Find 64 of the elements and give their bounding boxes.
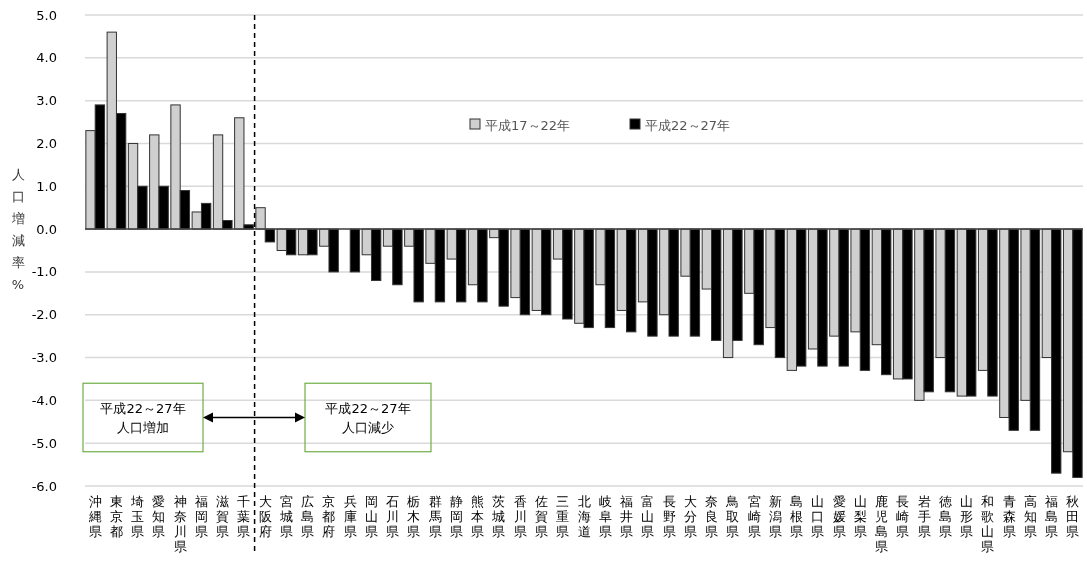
- y-tick-label: 5.0: [36, 7, 57, 23]
- x-tick-label: 福島県: [1045, 494, 1059, 540]
- x-tick-label: 東京都: [109, 494, 123, 540]
- x-tick-label: 山口県: [811, 494, 825, 540]
- x-tick-label: 広島県: [301, 494, 315, 540]
- x-tick-label: 新潟県: [768, 494, 782, 540]
- y-tick-label: -5.0: [31, 435, 57, 451]
- x-tick-label: 愛知県: [152, 494, 166, 540]
- legend-label: 平成22～27年: [645, 117, 731, 133]
- y-axis-title: 人口増減率%: [10, 166, 25, 292]
- x-tick-label: 香川県: [513, 494, 527, 540]
- x-tick-label: 和歌山県: [981, 494, 995, 555]
- x-tick-label: 青森県: [1002, 494, 1016, 540]
- x-tick-label: 秋田県: [1066, 494, 1080, 540]
- x-tick-label: 京都府: [322, 494, 336, 540]
- y-tick-label: -3.0: [31, 350, 57, 366]
- y-tick-label: 3.0: [36, 93, 57, 109]
- x-tick-label: 宮城県: [278, 494, 293, 540]
- x-tick-label: 神奈川県: [173, 494, 187, 555]
- x-tick-label: 埼玉県: [130, 494, 145, 540]
- x-tick-label: 熊本県: [471, 494, 485, 540]
- x-tick-label: 千葉県: [237, 494, 251, 540]
- y-tick-label: 2.0: [36, 136, 57, 151]
- x-tick-label: 沖縄県: [87, 494, 102, 540]
- x-tick-label: 栃木県: [407, 494, 421, 540]
- x-tick-label: 愛媛県: [832, 494, 846, 540]
- y-tick-label: -6.0: [31, 478, 57, 494]
- x-tick-label: 茨城県: [491, 494, 506, 540]
- x-tick-label: 静岡県: [449, 494, 463, 540]
- x-tick-label: 山梨県: [853, 494, 867, 540]
- y-tick-label: -2.0: [31, 307, 57, 323]
- x-tick-label: 岩手県: [917, 494, 931, 540]
- x-tick-label: 岐阜県: [598, 494, 612, 540]
- x-tick-label: 福岡県: [194, 494, 208, 540]
- x-tick-label: 奈良県: [705, 494, 719, 540]
- x-tick-label: 大分県: [683, 494, 697, 540]
- x-tick-label: 山形県: [960, 494, 974, 540]
- y-tick-label: -1.0: [31, 264, 57, 280]
- y-tick-label: -4.0: [31, 392, 57, 408]
- x-tick-label: 三重県: [556, 494, 570, 540]
- x-tick-label: 滋賀県: [216, 494, 230, 540]
- x-tick-label: 佐賀県: [535, 494, 548, 540]
- x-tick-label: 富山県: [641, 494, 655, 540]
- x-tick-label: 鹿児島県: [875, 494, 889, 555]
- annotation: 平成22～27年人口増加: [100, 400, 186, 435]
- x-tick-label: 岡山県: [364, 494, 378, 540]
- x-tick-label: 大阪府: [258, 494, 272, 540]
- x-tick-label: 長野県: [662, 494, 676, 540]
- annotation: 平成22～27年人口減少: [325, 400, 411, 435]
- x-tick-label: 島根県: [790, 494, 804, 540]
- x-tick-label: 宮崎県: [747, 494, 761, 540]
- y-tick-label: 1.0: [36, 178, 57, 194]
- x-tick-label: 鳥取県: [725, 494, 740, 540]
- x-tick-label: 兵庫県: [343, 494, 357, 540]
- x-tick-label: 石川県: [386, 494, 400, 540]
- legend-label: 平成17～22年: [485, 117, 571, 133]
- x-tick-label: 徳島県: [938, 494, 952, 540]
- x-tick-label: 高知県: [1023, 494, 1037, 540]
- y-tick-label: 0.0: [36, 221, 57, 237]
- x-tick-label: 長崎県: [896, 494, 910, 540]
- x-tick-label: 福井県: [620, 494, 633, 540]
- x-tick-label: 群馬県: [427, 494, 442, 540]
- x-tick-label: 北海道: [577, 494, 591, 540]
- y-tick-label: 4.0: [36, 50, 57, 66]
